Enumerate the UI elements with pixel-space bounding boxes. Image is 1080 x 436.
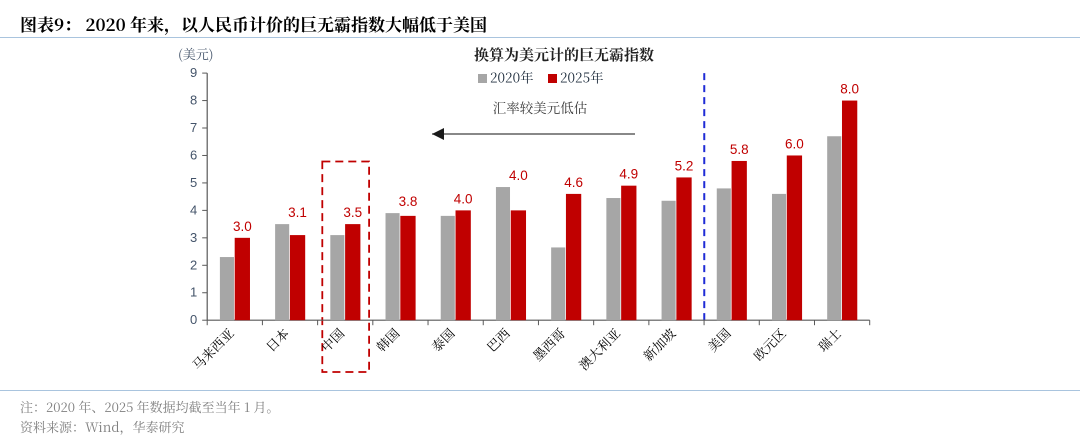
svg-text:中国: 中国 xyxy=(316,324,348,356)
svg-text:泰国: 泰国 xyxy=(427,324,459,356)
svg-text:3.5: 3.5 xyxy=(343,205,362,220)
svg-text:墨西哥: 墨西哥 xyxy=(528,324,569,365)
svg-text:3: 3 xyxy=(190,230,197,245)
svg-text:4.9: 4.9 xyxy=(619,167,638,182)
svg-text:韩国: 韩国 xyxy=(371,324,403,356)
svg-text:5.2: 5.2 xyxy=(675,158,694,173)
svg-text:4.0: 4.0 xyxy=(454,191,473,206)
svg-text:5: 5 xyxy=(190,175,197,190)
svg-text:3.8: 3.8 xyxy=(399,194,418,209)
svg-text:2020年: 2020年 xyxy=(490,67,534,87)
svg-text:新加坡: 新加坡 xyxy=(638,324,679,365)
svg-text:4.0: 4.0 xyxy=(509,168,528,183)
svg-text:马来西亚: 马来西亚 xyxy=(187,324,237,374)
svg-text:美国: 美国 xyxy=(703,324,735,356)
svg-text:3.0: 3.0 xyxy=(233,219,252,234)
svg-text:9: 9 xyxy=(190,65,197,80)
svg-text:2: 2 xyxy=(190,257,197,272)
svg-text:7: 7 xyxy=(190,120,197,135)
svg-text:巴西: 巴西 xyxy=(482,324,514,356)
svg-text:5.8: 5.8 xyxy=(730,142,749,157)
svg-text:1: 1 xyxy=(190,285,197,300)
svg-text:汇率较美元低估: 汇率较美元低估 xyxy=(493,97,588,117)
svg-text:6: 6 xyxy=(190,147,197,162)
svg-text:澳大利亚: 澳大利亚 xyxy=(574,324,624,374)
svg-text:4: 4 xyxy=(190,202,197,217)
svg-text:日本: 日本 xyxy=(261,324,293,356)
svg-text:瑞士: 瑞士 xyxy=(813,324,845,356)
svg-text:8.0: 8.0 xyxy=(840,82,859,97)
svg-text:0: 0 xyxy=(190,312,197,327)
svg-text:2025年: 2025年 xyxy=(560,67,604,87)
svg-text:6.0: 6.0 xyxy=(785,136,804,151)
svg-text:4.6: 4.6 xyxy=(564,175,583,190)
svg-text:3.1: 3.1 xyxy=(288,205,307,220)
svg-text:欧元区: 欧元区 xyxy=(749,324,790,365)
svg-text:8: 8 xyxy=(190,93,197,108)
